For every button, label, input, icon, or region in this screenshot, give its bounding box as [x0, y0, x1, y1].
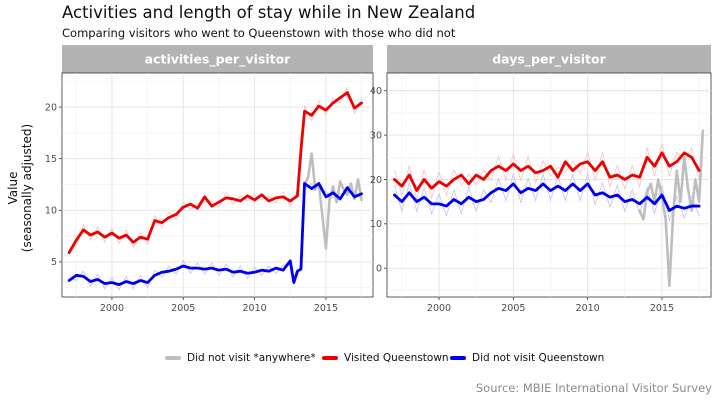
y-tick-label: 15 — [45, 154, 57, 165]
legend-item-did-not-visit-anywhere: Did not visit *anywhere* — [165, 352, 316, 364]
x-tick-label: 2000 — [427, 303, 451, 314]
facet-strip-label: days_per_visitor — [492, 52, 606, 68]
y-tick-label: 40 — [370, 86, 382, 97]
x-tick-label: 2005 — [501, 303, 525, 314]
series-line-did-not-visit-anywhere — [303, 152, 363, 250]
facet-strip-activities_per_visitor — [62, 45, 373, 73]
legend-swatch — [322, 356, 338, 360]
source-caption: Source: MBIE International Visitor Surve… — [475, 381, 712, 395]
series-line-visited-queenstown — [67, 91, 363, 255]
y-tick-label: 20 — [370, 175, 382, 186]
legend-swatch — [165, 356, 181, 360]
series-raw-line — [69, 86, 362, 249]
x-tick-label: 2000 — [100, 303, 124, 314]
x-tick-label: 2005 — [171, 303, 195, 314]
series-line-visited-queenstown — [393, 151, 701, 192]
legend: Did not visit *anywhere* Visited Queenst… — [0, 352, 720, 370]
series-line-did-not-visit-queenstown — [393, 182, 701, 212]
legend-item-did-not-visit-queenstown: Did not visit Queenstown — [450, 352, 604, 364]
y-tick-label: 10 — [45, 206, 57, 217]
legend-label: Did not visit *anywhere* — [187, 352, 316, 364]
legend-item-visited-queenstown: Visited Queenstown — [322, 352, 449, 364]
legend-swatch — [450, 356, 466, 360]
y-tick-label: 5 — [51, 257, 57, 268]
y-tick-label: 20 — [45, 102, 57, 113]
x-tick-label: 2015 — [314, 303, 338, 314]
series-line-did-not-visit-queenstown — [67, 182, 363, 287]
facet-strip-label: activities_per_visitor — [145, 52, 292, 68]
legend-label: Visited Queenstown — [344, 352, 449, 364]
x-tick-label: 2010 — [576, 303, 600, 314]
y-tick-label: 0 — [376, 263, 382, 274]
y-tick-label: 30 — [370, 130, 382, 141]
x-tick-label: 2010 — [242, 303, 266, 314]
legend-label: Did not visit Queenstown — [472, 352, 605, 364]
chart-subtitle: Comparing visitors who went to Queenstow… — [62, 26, 456, 40]
y-tick-label: 10 — [370, 219, 382, 230]
x-tick-label: 2015 — [650, 303, 674, 314]
facet-strip-days_per_visitor — [387, 45, 711, 73]
chart-title: Activities and length of stay while in N… — [62, 3, 476, 22]
